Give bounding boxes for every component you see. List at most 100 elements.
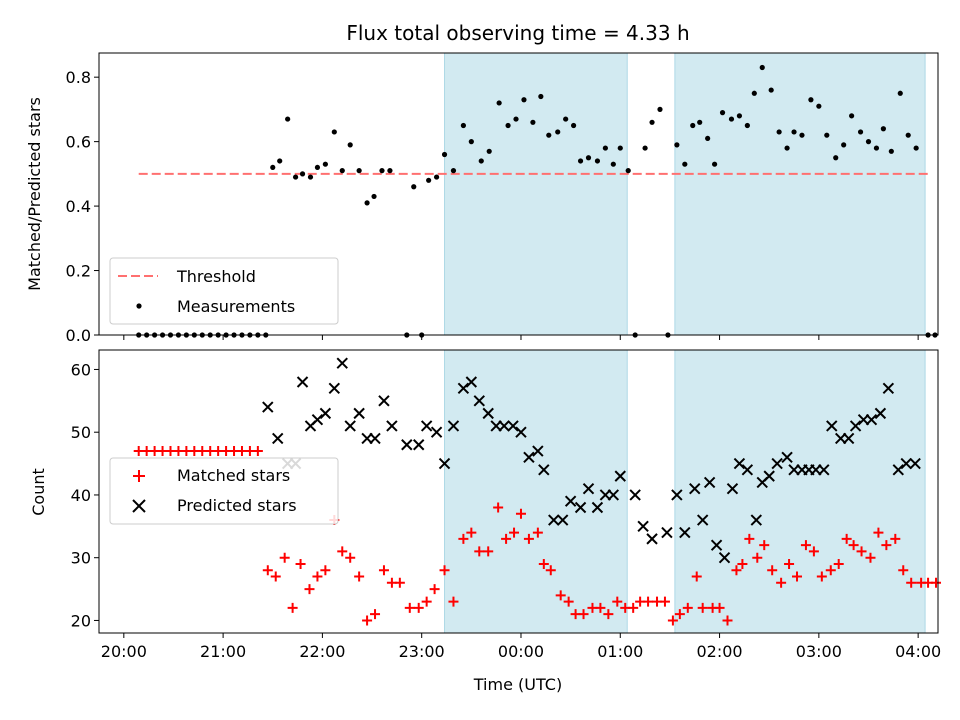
predicted-star-point [771, 457, 783, 470]
predicted-star-point [679, 526, 691, 539]
measurement-point [468, 139, 474, 145]
measurement-point [759, 64, 765, 71]
matched-star-point [682, 602, 693, 613]
measurement-point [602, 145, 608, 151]
measurement-point [610, 161, 616, 167]
measurement-point [736, 113, 743, 119]
matched-star-point [483, 546, 494, 557]
predicted-star-point [498, 420, 510, 432]
measurement-point [705, 135, 711, 142]
matched-star-point [509, 527, 520, 538]
predicted-star-point [671, 489, 683, 501]
measurement-point [768, 87, 774, 93]
measurement-point [322, 161, 328, 167]
matched-star-point [881, 540, 892, 551]
matched-star-point [501, 533, 512, 544]
top-y-axis-label: Matched/Predicted stars [25, 97, 44, 291]
predicted-star-point [344, 420, 356, 432]
predicted-star-point [591, 501, 604, 514]
measurement-point [411, 184, 417, 190]
y-tick-label: 40 [71, 486, 91, 505]
matched-star-point [538, 558, 549, 569]
matched-star-point [320, 565, 331, 576]
bottom-panel: 20 30 40 50 60 20:00 21:00 22:00 23:00 00:00 01:0… [29, 349, 941, 694]
y-tick-label: 30 [71, 549, 91, 568]
predicted-star-point [696, 514, 709, 526]
matched-star-point [714, 602, 725, 613]
x-tick-label: 04:00 [895, 642, 941, 661]
predicted-star-point [556, 514, 569, 526]
matched-star-point [413, 602, 424, 613]
measurement-point [625, 168, 631, 174]
measurement-point [441, 151, 448, 158]
predicted-star-point [401, 439, 413, 451]
matched-star-point [603, 609, 614, 620]
legend-measurements-swatch [136, 303, 142, 309]
measurement-point [450, 168, 457, 174]
predicted-star-point [733, 457, 746, 470]
x-tick-label: 02:00 [697, 642, 743, 661]
predicted-star-point [874, 407, 887, 420]
measurement-point [292, 174, 299, 180]
matched-star-point [767, 565, 778, 576]
observing-band-2 [674, 52, 926, 336]
measurement-point [849, 113, 855, 119]
measurement-point [913, 145, 919, 151]
matched-star-point [474, 546, 485, 557]
predicted-star-point [538, 464, 550, 476]
matched-star-point [848, 540, 859, 551]
legend-measurements-label: Measurements [177, 297, 295, 316]
x-tick-label: 01:00 [597, 642, 643, 661]
legend-predicted-label: Predicted stars [177, 496, 297, 515]
predicted-star-point [718, 551, 731, 564]
predicted-star-point [710, 539, 723, 551]
measurement-point [897, 90, 903, 96]
observing-band-2 [674, 349, 926, 634]
measurement-point [719, 110, 726, 116]
measurement-point [674, 142, 680, 148]
measurement-point [791, 129, 797, 135]
x-tick-label: 20:00 [101, 642, 147, 661]
predicted-star-point [582, 482, 595, 495]
measurement-point [657, 106, 663, 112]
matched-star-point [856, 546, 867, 557]
matched-star-point [697, 602, 708, 613]
measurement-point [649, 119, 655, 125]
matched-star-point [674, 609, 685, 620]
matched-star-point [555, 590, 566, 601]
x-tick-label: 23:00 [399, 642, 445, 661]
y-tick-label: 50 [71, 423, 91, 442]
matched-star-point [784, 558, 795, 569]
matched-star-point [890, 533, 901, 544]
measurement-point [285, 116, 291, 122]
matched-star-point [865, 552, 876, 563]
predicted-star-point [482, 407, 494, 420]
predicted-star-point [781, 451, 793, 464]
measurement-point [314, 164, 321, 171]
matched-star-point [279, 552, 290, 563]
matched-star-point [458, 533, 469, 544]
measurement-point [690, 122, 696, 129]
measurement-point [873, 145, 880, 151]
predicted-star-point [272, 432, 284, 445]
measurement-point [277, 158, 283, 164]
matched-star-point [722, 615, 733, 626]
observing-band-1 [444, 349, 628, 634]
measurement-point [371, 193, 377, 200]
predicted-star-point [614, 470, 626, 482]
bottom-axes-frame [98, 349, 939, 634]
measurement-point [364, 200, 370, 206]
measurement-point [460, 122, 466, 129]
measurement-point [426, 177, 432, 183]
matched-star-point [833, 558, 844, 569]
measurement-point [521, 97, 527, 103]
matched-star-point [466, 527, 477, 538]
predicted-star-point [532, 445, 544, 457]
predicted-star-point [465, 376, 478, 388]
predicted-star-point [574, 501, 587, 514]
predicted-star-point [328, 382, 341, 394]
measurement-point [331, 129, 337, 135]
matched-star-point [667, 615, 678, 626]
measurement-point [776, 129, 782, 135]
predicted-star-point [865, 413, 878, 426]
